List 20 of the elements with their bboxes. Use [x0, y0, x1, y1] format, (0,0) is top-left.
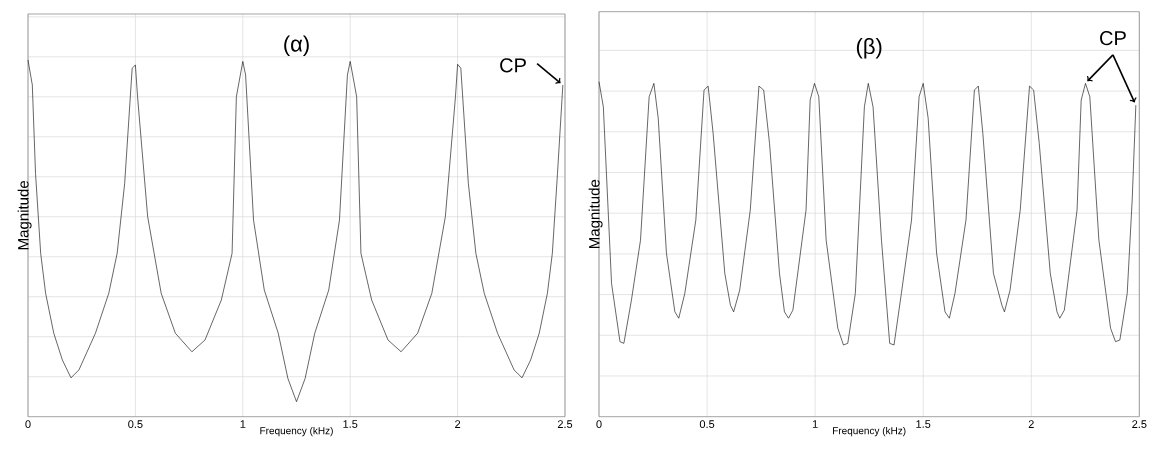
- annotation: CP: [500, 58, 526, 73]
- x-axis-title: Frequency (kHz): [260, 426, 333, 437]
- x-tick-label: 2.5: [1132, 420, 1147, 429]
- y-axis-title: Magnitude: [588, 179, 603, 248]
- y-axis-title: Magnitude: [17, 181, 32, 250]
- x-tick-label: 0: [25, 420, 31, 429]
- x-tick-label: 2: [1028, 420, 1034, 428]
- x-tick-label: 1.5: [343, 420, 358, 428]
- annotation: CP: [1100, 31, 1126, 46]
- x-tick-label: 1: [812, 420, 818, 428]
- x-axis-title: Frequency (kHz): [833, 426, 906, 437]
- x-tick-label: 0.5: [128, 420, 143, 429]
- x-tick-label: 2.5: [557, 420, 573, 429]
- x-tick-label: 0: [596, 420, 602, 429]
- x-tick-label: 2: [455, 420, 461, 428]
- x-tick-label: 1.5: [916, 420, 931, 428]
- text: (α): [284, 35, 309, 56]
- text: (β): [856, 37, 882, 59]
- x-tick-label: 1: [240, 420, 246, 428]
- x-tick-label: 0.5: [699, 420, 715, 429]
